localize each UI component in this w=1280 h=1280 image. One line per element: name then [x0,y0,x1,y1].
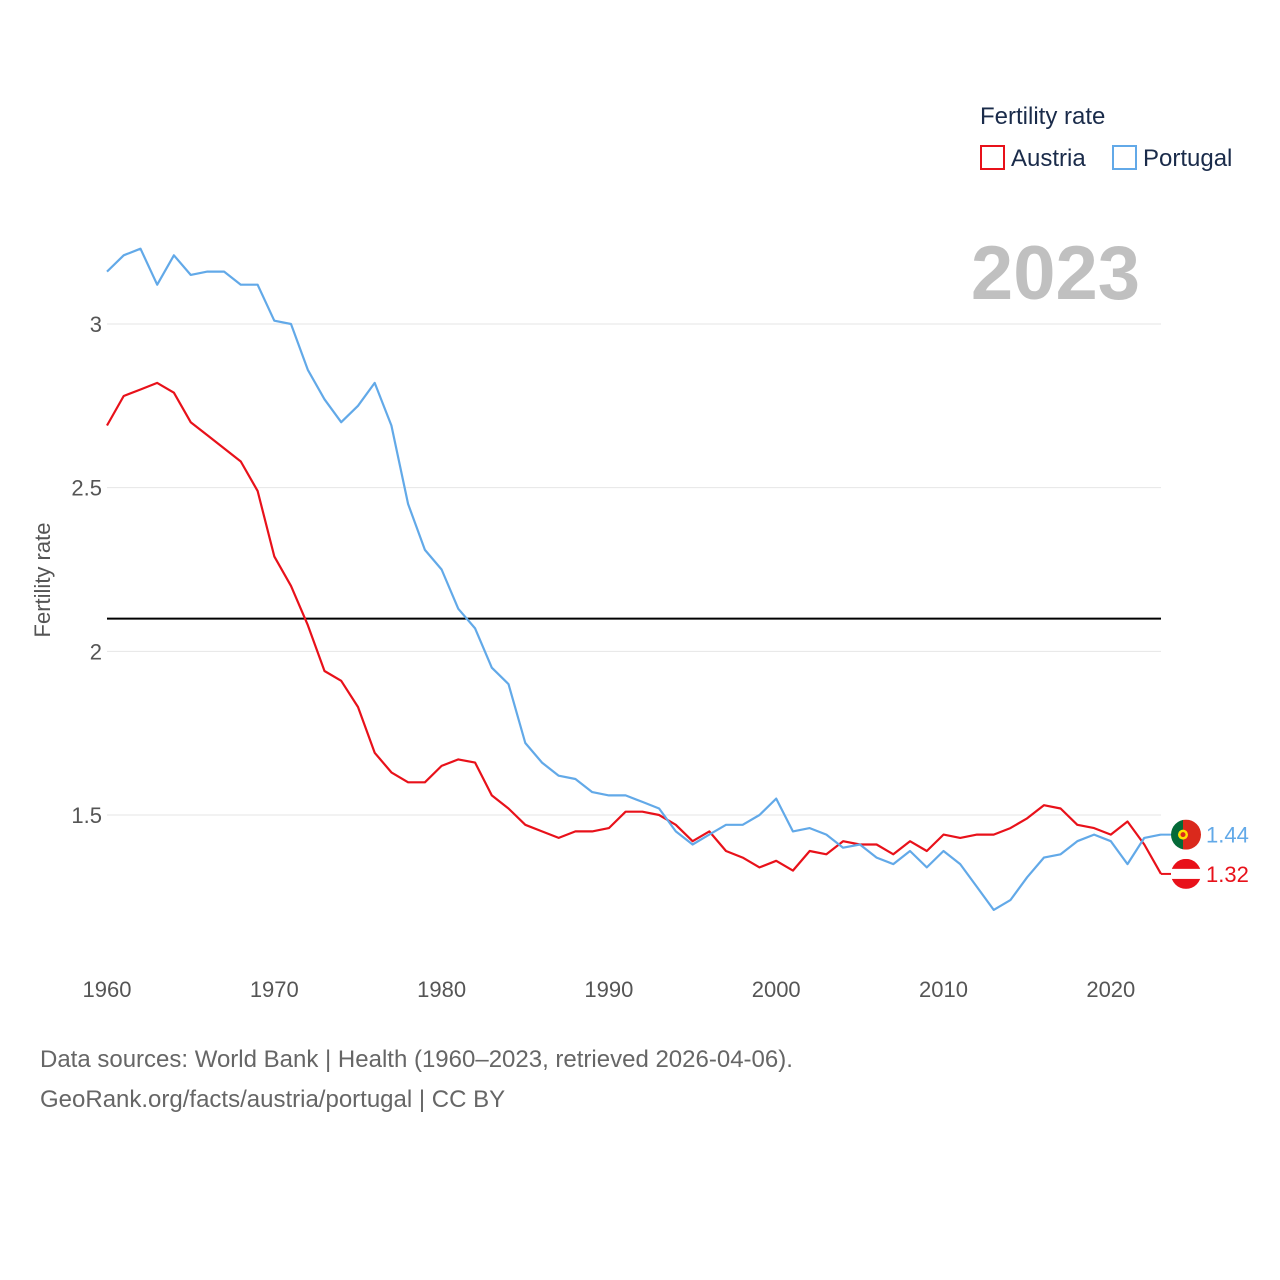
end-value-label-austria: 1.32 [1206,862,1249,887]
legend-swatch-austria[interactable] [980,145,1005,170]
legend-label-portugal[interactable]: Portugal [1143,145,1232,172]
x-tick-label: 2000 [752,977,801,1002]
year-label: 2023 [971,231,1140,316]
series-line-portugal[interactable] [106,247,1162,912]
austria-flag-icon [1171,858,1201,889]
end-markers: 1.44 1.32 [1161,819,1249,889]
legend-title: Fertility rate [980,103,1105,130]
x-tick-label: 1990 [584,977,633,1002]
y-tick-label: 2.5 [71,476,102,501]
x-tick-label: 2010 [919,977,968,1002]
x-axis-ticks: 1960 1970 1980 1990 2000 2010 2020 [83,977,1136,1002]
x-tick-label: 1960 [83,977,132,1002]
legend: Fertility rate Austria Portugal [980,103,1232,172]
y-tick-label: 3 [90,312,102,337]
attribution-link[interactable]: GeoRank.org/facts/austria/portugal | CC … [40,1086,506,1113]
series-line-austria[interactable] [106,381,1162,875]
portugal-flag-icon [1171,819,1201,850]
x-tick-label: 2020 [1086,977,1135,1002]
footer: Data sources: World Bank | Health (1960–… [40,1040,793,1120]
gridlines [107,323,1161,816]
x-tick-label: 1980 [417,977,466,1002]
y-tick-label: 2 [90,639,102,664]
series-lines [106,247,1162,912]
data-source-text: Data sources: World Bank | Health (1960–… [40,1046,793,1073]
legend-swatch-portugal[interactable] [1112,145,1137,170]
y-axis-label: Fertility rate [30,523,55,638]
y-tick-label: 1.5 [71,803,102,828]
legend-label-austria[interactable]: Austria [1011,145,1086,172]
y-axis-ticks: 1.5 2 2.5 3 [71,312,102,828]
end-value-label-portugal: 1.44 [1206,823,1249,848]
x-tick-label: 1970 [250,977,299,1002]
